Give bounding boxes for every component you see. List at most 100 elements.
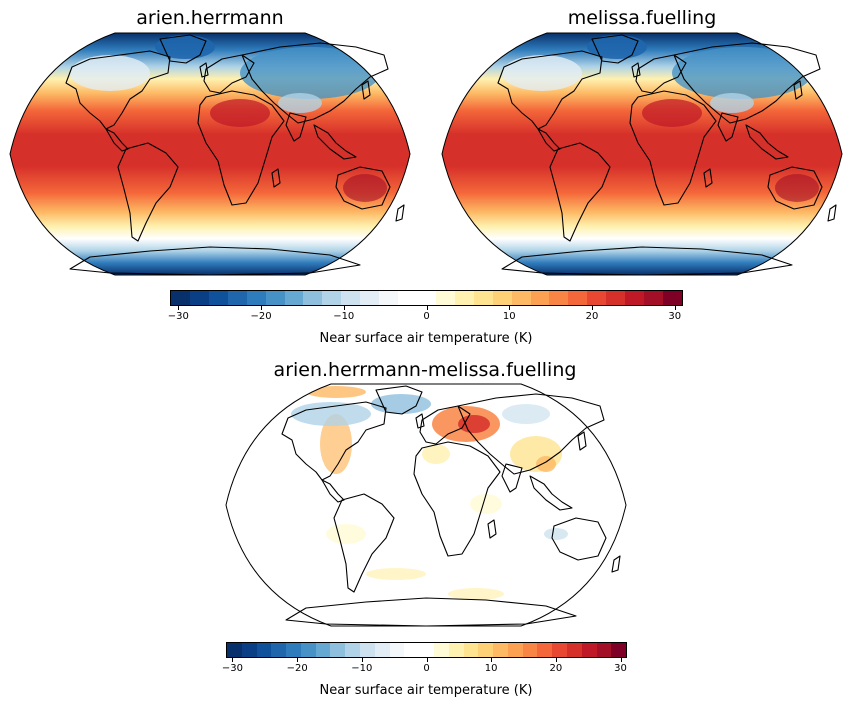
temperature-difference-map [225,383,627,627]
colorbar-segment [208,291,228,305]
colorbar-segment [404,643,420,657]
temperature-map-left [9,32,411,276]
cold-region-siberia [240,47,380,99]
colorbar-segment [286,643,301,657]
cold-region-siberia [672,47,812,99]
coastline [285,597,577,627]
coastline [487,519,497,539]
colorbar-segment [463,643,479,657]
coastline [793,80,803,100]
colorbar-segment [644,291,663,305]
colorbar-tick-label: 20 [549,663,563,674]
colorbar-tick [509,306,511,310]
colorbar-tick-label: −20 [250,311,272,322]
coastline [415,413,425,429]
colorbar-tick [426,658,428,662]
panel-title-right: melissa.fuelling [567,7,717,29]
colorbar-tick-label: 30 [614,663,627,674]
colorbar-tick [674,306,676,310]
colorbar-segment [419,643,434,657]
coastline [745,124,789,160]
colorbar-tick-label: 0 [423,311,430,322]
coastline [577,431,587,451]
colorbar-tick-label: −10 [351,663,373,674]
coastline [717,112,739,142]
colorbar-segment [552,643,567,657]
map-boundary [441,32,843,276]
colorbar-tick [620,658,622,662]
colorbar-tick [178,306,180,310]
coastline [413,441,501,557]
temperature-map-right [441,32,843,276]
coastline [199,62,209,78]
colorbar-segment [379,291,399,305]
colorbar-segment [566,643,582,657]
coastline [629,90,717,206]
colorbar-segment [511,291,531,305]
map-boundary [225,383,627,627]
coastline [703,168,713,188]
colorbar-segment [360,643,375,657]
colorbar-segment [549,291,569,305]
colorbar-tick-label: 10 [484,663,498,674]
colorbar-segment [581,643,597,657]
colorbar-segment [596,643,612,657]
colorbar-tick [232,658,234,662]
colorbar-tick-label: −30 [221,663,244,674]
anomaly-region [320,414,352,474]
coastline [159,34,207,64]
colorbar-segment [227,643,242,657]
colorbar-segment [360,291,380,305]
coastline [497,50,603,130]
colorbar-segment [374,643,390,657]
colorbar-tick [343,306,345,310]
cold-region-tibet [710,93,754,113]
colorbar-bottom [226,642,627,658]
coastline [271,168,281,188]
coastline [197,90,285,206]
coastline [673,42,821,124]
colorbar-segment [433,643,449,657]
colorbar-segment [389,643,405,657]
anomaly-region [544,528,568,540]
coastline [767,166,823,210]
colorbar-segment [493,643,508,657]
coastline [335,166,391,210]
coastline [591,34,639,64]
colorbar-tick-label: 30 [668,311,682,322]
coastline [65,50,171,130]
colorbar-segment [662,291,682,305]
hot-region-australia [343,174,387,202]
cold-region-greenland [155,35,215,59]
coastline [395,204,405,222]
panel-title-difference: arien.herrmann-melissa.fuelling [273,359,577,381]
coastline [457,393,605,475]
colorbar-segment [473,291,493,305]
colorbar-segment [256,643,272,657]
coastline [241,42,389,124]
colorbar-tick [261,306,263,310]
anomaly-region [326,524,366,544]
coastline [419,405,471,445]
colorbar-segment [265,291,285,305]
coastline [529,475,573,511]
colorbar-segment [606,291,626,305]
colorbar-bottom-label: Near surface air temperature (K) [319,683,533,698]
anomaly-region [536,456,556,472]
colorbar-segment [448,643,464,657]
anomaly-region [470,494,502,514]
colorbar-segment [587,291,607,305]
colorbar-tick [591,306,593,310]
colorbar-segment [227,291,247,305]
cold-region-canada [70,55,150,91]
coastline [361,80,371,100]
map-boundary [9,32,411,276]
panel-title-left: arien.herrmann [136,7,284,29]
colorbar-top-label: Near surface air temperature (K) [319,331,533,346]
colorbar-segment [522,643,538,657]
colorbar-segment [398,291,417,305]
colorbar-segment [315,643,331,657]
colorbar-segment [530,291,550,305]
colorbar-tick-label: 10 [502,311,516,322]
hot-region-sahara [642,99,702,127]
